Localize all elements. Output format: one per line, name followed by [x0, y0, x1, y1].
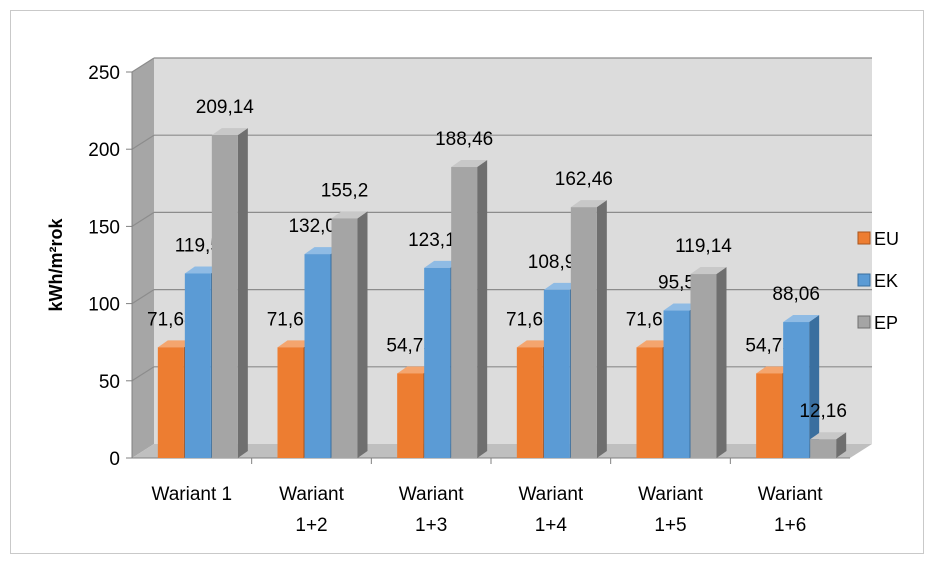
bar-side-ek [809, 315, 820, 458]
x-tick-label: Wariant [279, 484, 344, 505]
data-label: 54,75 [745, 335, 793, 356]
data-label: 12,16 [799, 401, 847, 422]
x-tick-label: 1+4 [535, 515, 568, 536]
bar-eu [397, 373, 424, 458]
data-label: 119,5 [175, 235, 221, 256]
side-wall [132, 58, 154, 458]
bar-side-ep [836, 432, 847, 458]
y-tick-label: 250 [88, 63, 120, 84]
x-tick-label: Wariant [399, 484, 464, 505]
y-tick-label: 150 [88, 217, 120, 238]
x-tick-label: 1+2 [295, 515, 327, 536]
legend-label-eu: EU [874, 229, 899, 249]
data-label: 54,75 [386, 335, 434, 356]
bar-ek [184, 273, 211, 458]
bar-top-ep [211, 128, 248, 136]
x-tick-label: Wariant [638, 484, 703, 505]
bar-eu [277, 347, 304, 458]
data-label: 95,5 [658, 273, 695, 294]
data-label: 155,2 [321, 180, 369, 201]
data-label: 71,68 [267, 309, 315, 330]
y-axis-title: kWh/m²rok [46, 218, 66, 312]
bar-ep [211, 135, 238, 459]
bar-ep [331, 218, 358, 458]
bar-top-ep [570, 200, 607, 208]
x-tick-label: 1+5 [654, 515, 686, 536]
bar-top-ek [783, 315, 820, 323]
bar-side-ep [237, 128, 248, 459]
bar-side-ep [477, 160, 488, 458]
y-tick-label: 200 [88, 140, 120, 161]
bar-ek [304, 254, 331, 458]
x-tick-label: Wariant [518, 484, 583, 505]
bar-side-ep [716, 267, 727, 458]
bar-ep [451, 167, 478, 458]
bar-top-ep [451, 160, 488, 168]
gridline-side [131, 57, 155, 73]
data-label: 119,14 [675, 236, 732, 257]
bar-eu [636, 347, 663, 458]
bar-ep [810, 439, 837, 458]
y-tick-label: 0 [109, 449, 120, 470]
bar-ep [570, 207, 597, 458]
data-label: 188,46 [435, 129, 493, 150]
x-tick-label: Wariant [758, 484, 823, 505]
bar-eu [756, 373, 783, 458]
bar-ek [424, 267, 451, 458]
x-tick-label: 1+6 [774, 515, 806, 536]
bar-top-ep [331, 211, 368, 219]
gridline-side [131, 289, 155, 305]
x-tick-label: 1+3 [415, 515, 447, 536]
y-tick-label: 50 [99, 372, 120, 393]
legend-swatch-eu [857, 231, 871, 245]
bar-top-ep [690, 267, 727, 275]
legend-swatch-ek [857, 273, 871, 287]
gridline-side [131, 366, 155, 382]
data-label: 71,68 [506, 309, 554, 330]
bar-eu [157, 347, 184, 458]
legend-swatch-ep [857, 315, 871, 329]
bar-side-ep [357, 211, 368, 458]
gridline-side [131, 134, 155, 150]
data-label: 71,68 [626, 309, 674, 330]
bar-ek [663, 310, 690, 458]
legend-label-ep: EP [874, 313, 898, 333]
bar-top-ep [810, 432, 847, 440]
y-tick-label: 100 [88, 295, 120, 316]
data-label: 71,68 [147, 309, 195, 330]
data-label: 209,14 [196, 97, 255, 118]
bar-eu [516, 347, 543, 458]
x-tick-label: Wariant 1 [152, 484, 233, 505]
bar-ek [783, 322, 810, 458]
bar-ep [690, 274, 717, 458]
data-label: 88,06 [772, 284, 820, 305]
gridline-side [131, 211, 155, 227]
legend-label-ek: EK [874, 271, 898, 291]
bar-ek [543, 289, 570, 458]
data-label: 162,46 [555, 169, 613, 190]
bar-side-ep [596, 200, 607, 459]
